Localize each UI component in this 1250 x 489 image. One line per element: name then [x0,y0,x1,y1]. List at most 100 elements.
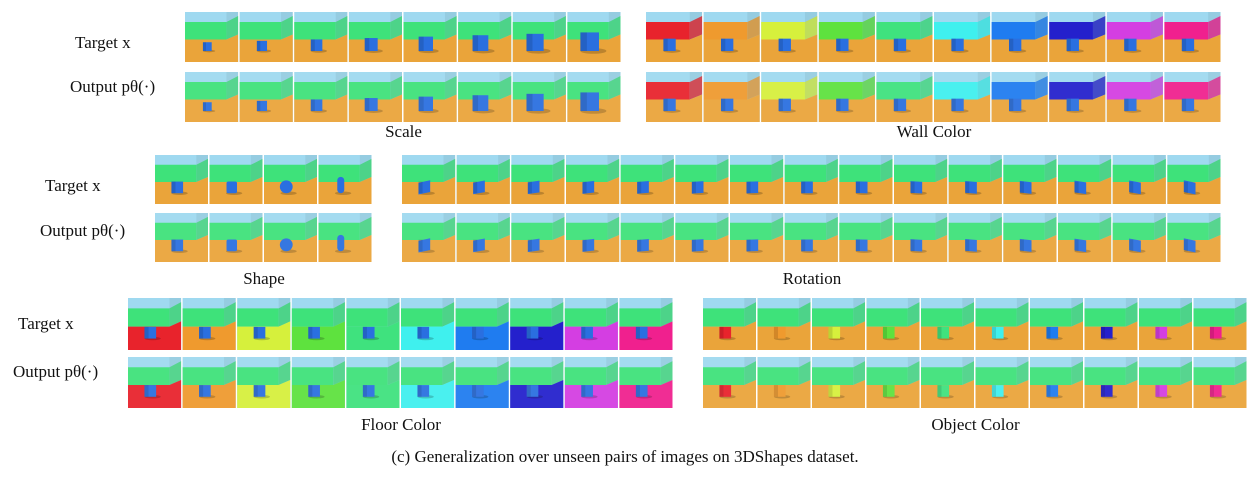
recon-noise [976,357,1029,408]
object-face [828,327,832,339]
object-face [203,42,206,51]
recon-noise [511,213,564,262]
thumbnail [1107,12,1163,62]
wall [183,308,224,326]
object-face [308,327,312,339]
object-face [746,182,750,194]
recon-noise [1139,357,1192,408]
recon-noise [1030,357,1083,408]
thumbnail [1058,213,1111,262]
thumbnail [1113,213,1166,262]
recon-noise [934,72,990,122]
recon-noise [404,72,457,122]
thumbnail [619,357,672,408]
object-face [1074,182,1078,194]
wall [566,165,607,182]
thumbnail [976,298,1029,350]
recon-noise [921,357,974,408]
object-face [581,327,585,339]
row-label: Target x [45,176,101,195]
wall [758,308,799,326]
wall [894,165,935,182]
thumbnail [294,72,347,122]
thumbnail [458,12,511,62]
wall [402,165,443,182]
object-face [1067,39,1071,51]
wall [976,308,1017,326]
panel-title: Rotation [783,269,842,288]
object-face [779,39,783,51]
thumbnail [240,12,293,62]
recon-noise [646,72,702,122]
recon-noise [319,213,372,262]
thumbnail [1167,213,1220,262]
thumbnail [703,298,756,350]
thumbnail [237,357,290,408]
recon-noise [1003,213,1056,262]
recon-noise [402,213,455,262]
thumbnail [456,298,509,350]
thumbnail [1049,72,1105,122]
recon-noise [155,213,208,262]
wall [565,308,606,326]
wall [819,22,863,40]
thumbnail [1058,155,1111,204]
object-face [636,327,640,339]
thumbnail [346,298,399,350]
recon-noise [992,72,1048,122]
thumbnail [1030,298,1083,350]
wall [1058,165,1099,182]
recon-noise [867,357,920,408]
thumbnail [292,357,345,408]
recon-noise [1085,357,1138,408]
object-face [692,182,696,194]
thumbnail [1194,298,1247,350]
recon-noise [566,213,619,262]
thumbnail [867,357,920,408]
thumbnail [511,213,564,262]
wall [1194,308,1235,326]
wall [346,308,387,326]
row-label: Target x [18,314,74,333]
thumbnail [185,72,238,122]
thumbnail [128,357,181,408]
thumbnail [812,298,865,350]
thumbnail [876,12,932,62]
thumbnail [349,12,402,62]
recon-noise [621,213,674,262]
recon-noise [761,72,817,122]
object-face [1184,182,1188,194]
object-face [1101,327,1105,339]
thumbnail [513,12,566,62]
object-face [1020,182,1024,194]
wall [949,165,990,182]
thumbnail [237,298,290,350]
thumbnail [210,213,263,262]
thumbnail [1085,357,1138,408]
thumbnail [785,213,838,262]
thumbnail [210,155,263,204]
wall [621,165,662,182]
object-face [1155,327,1159,339]
object-face [528,182,532,194]
wall [1049,22,1093,40]
thumbnail [510,357,563,408]
wall [1113,165,1154,182]
object-face [836,39,840,51]
thumbnail [619,298,672,350]
thumbnail [704,12,760,62]
object-face [801,182,805,194]
recon-noise [510,357,563,408]
wall [510,308,551,326]
recon-noise [876,72,932,122]
thumbnail [185,12,238,62]
wall [992,22,1036,40]
thumbnail [401,357,454,408]
recon-noise [894,213,947,262]
thumbnail [839,155,892,204]
thumbnail [294,12,347,62]
thumbnail [1003,213,1056,262]
wall [511,165,552,182]
recon-noise [785,213,838,262]
wall [185,22,226,40]
